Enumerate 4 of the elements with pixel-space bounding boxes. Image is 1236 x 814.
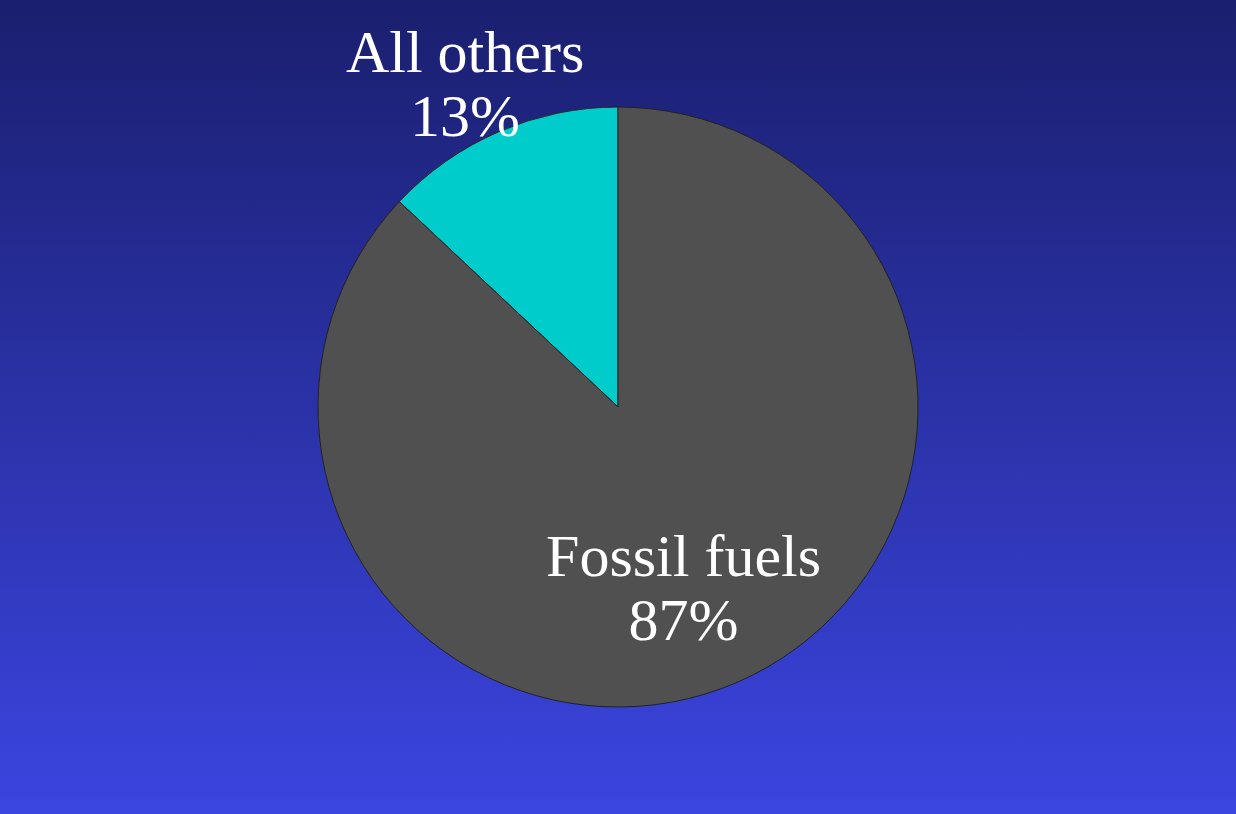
- slice-label: Fossil fuels: [546, 523, 822, 590]
- data-label: 87%: [628, 587, 739, 654]
- slice-label: All others: [345, 18, 585, 85]
- data-label: 13%: [410, 82, 521, 149]
